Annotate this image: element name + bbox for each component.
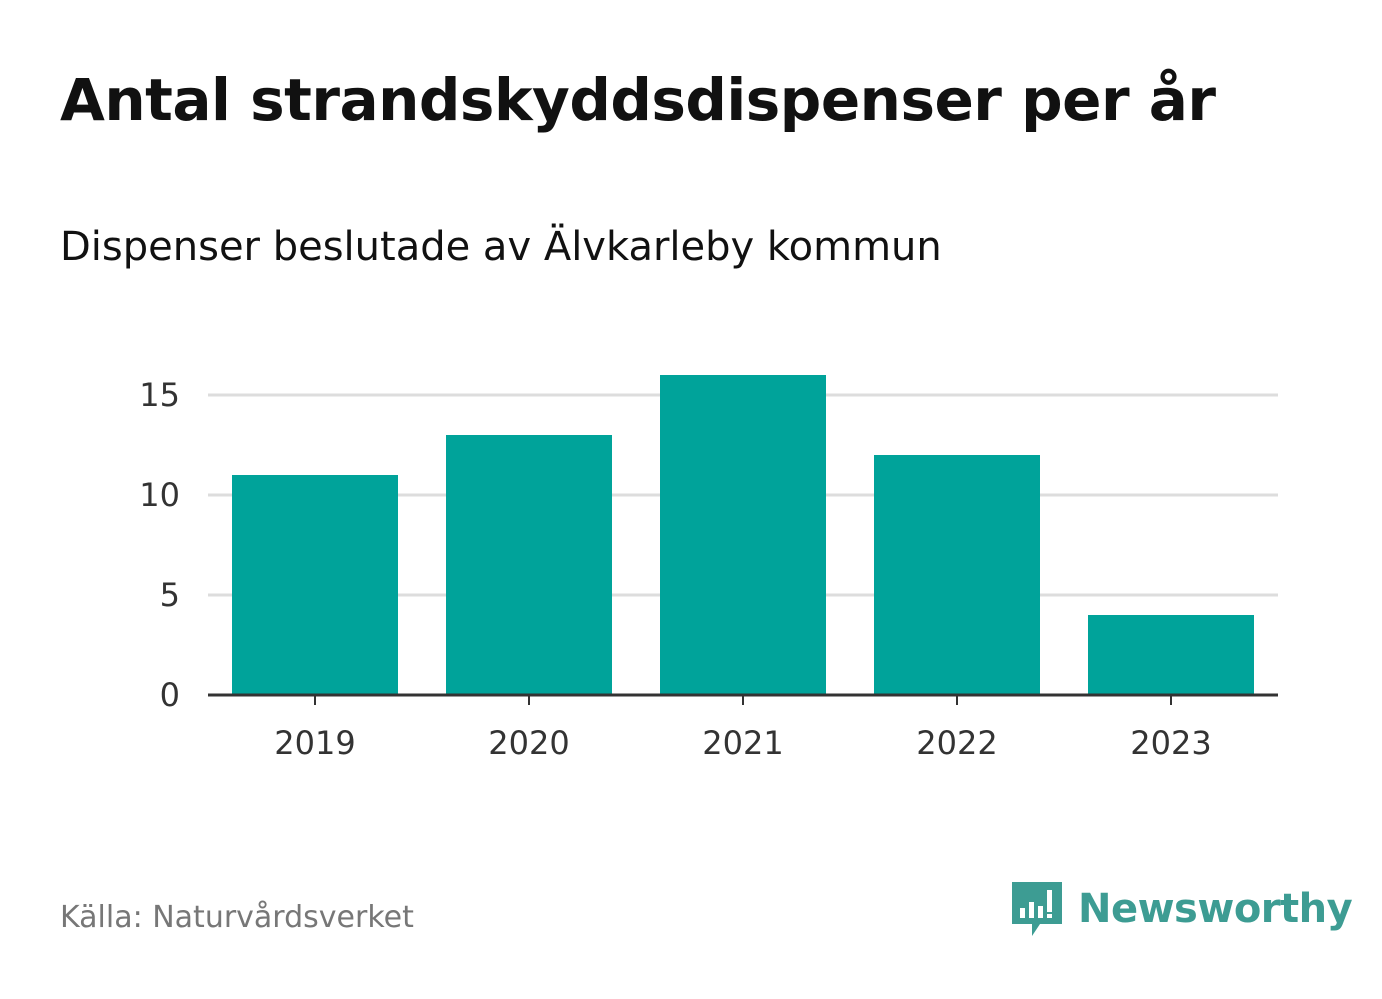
brand-name: Newsworthy [1078, 886, 1353, 932]
y-tick-label-10: 10 [139, 476, 180, 514]
bar-2019 [232, 475, 398, 695]
y-tick-label-5: 5 [160, 576, 180, 614]
bar-2023 [1088, 615, 1254, 695]
y-tick-label-0: 0 [160, 676, 180, 714]
bar-2022 [874, 455, 1040, 695]
bar-chart-speech-bubble-icon [1012, 882, 1062, 936]
x-tick-label-2023: 2023 [1130, 724, 1211, 762]
bar-2021 [660, 375, 826, 695]
x-tick-label-2021: 2021 [702, 724, 783, 762]
y-tick-label-15: 15 [139, 376, 180, 414]
x-tick-label-2020: 2020 [488, 724, 569, 762]
bar-2020 [446, 435, 612, 695]
chart-title: Antal strandskyddsdispenser per år [60, 66, 1216, 134]
x-tick-label-2019: 2019 [274, 724, 355, 762]
chart-subtitle: Dispenser beslutade av Älvkarleby kommun [60, 224, 942, 270]
source-note: Källa: Naturvårdsverket [60, 900, 414, 935]
newsworthy-logo: Newsworthy [1010, 878, 1353, 940]
x-tick-label-2022: 2022 [916, 724, 997, 762]
